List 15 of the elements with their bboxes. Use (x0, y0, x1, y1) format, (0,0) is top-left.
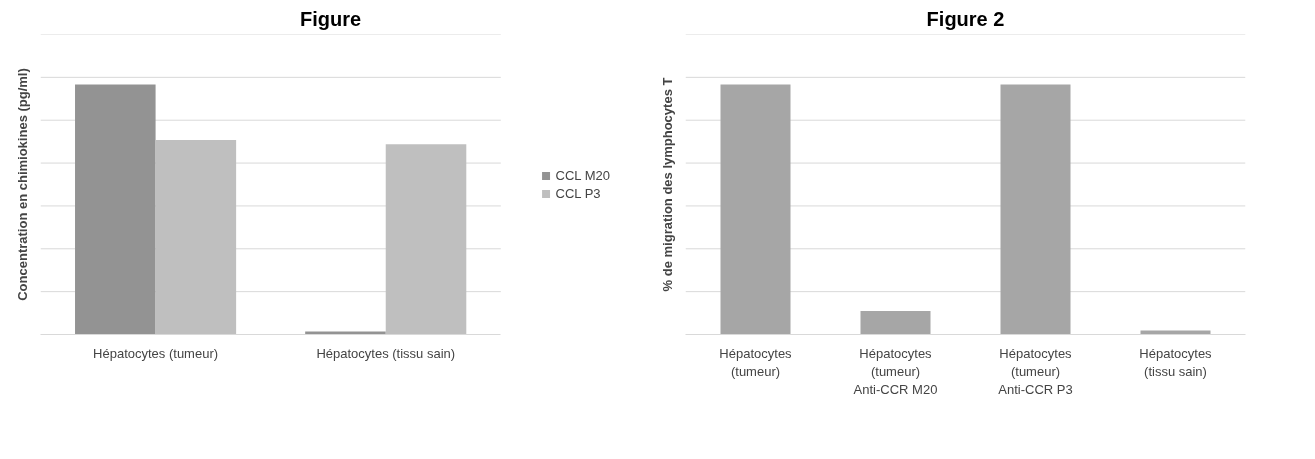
y-axis-title: Concentration en chimiokines (pg/ml) (14, 68, 30, 301)
bar (385, 144, 467, 335)
legend-label: CCL M20 (555, 167, 610, 183)
x-tick-label: Hépatocytes (tumeur) Anti-CCR M20 (853, 345, 938, 397)
bar (75, 84, 156, 335)
x-tick-label: Hépatocytes (tumeur) (93, 345, 219, 361)
bar (155, 140, 237, 335)
x-tick-label: Hépatocytes (tissu sain) (1139, 345, 1213, 379)
chart-title: Figure (299, 7, 362, 30)
x-tick-label: Hépatocytes (tumeur) (719, 345, 793, 379)
y-axis-title: % de migration des lymphocytes T (659, 77, 675, 292)
x-tick-label: Hépatocytes (tissu sain) (316, 345, 456, 361)
legend-label: CCL P3 (555, 185, 601, 201)
chart-title: Figure 2 (926, 7, 1005, 30)
x-tick-label: Hépatocytes (tumeur) Anti-CCR P3 (998, 345, 1073, 397)
